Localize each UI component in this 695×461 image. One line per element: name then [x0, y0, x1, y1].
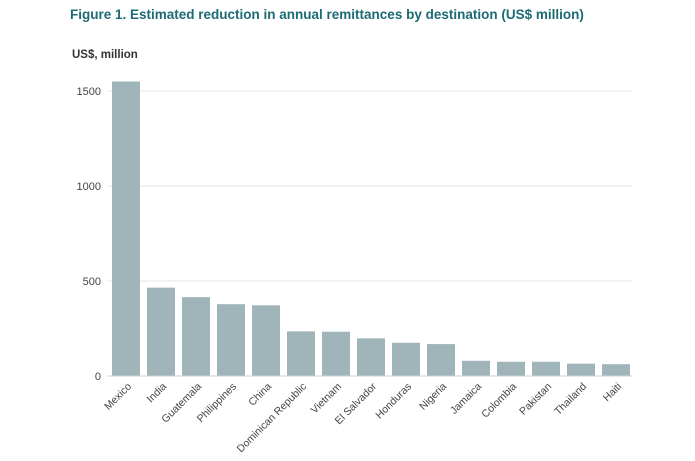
bar-mexico — [112, 81, 140, 376]
bar-thailand — [567, 363, 595, 376]
x-tick-label-china: China — [246, 381, 274, 409]
bar-vietnam — [322, 331, 350, 376]
x-tick-label-india: India — [145, 381, 170, 406]
bar-india — [147, 287, 175, 376]
bar-colombia — [497, 361, 525, 376]
grid-layer — [107, 90, 632, 282]
bar-pakistan — [532, 361, 560, 376]
x-tick-label-pakistan: Pakistan — [517, 381, 554, 418]
bar-haiti — [602, 364, 630, 376]
bar-guatemala — [182, 297, 210, 376]
bar-nigeria — [427, 344, 455, 376]
x-tick-label-vietnam: Vietnam — [309, 380, 345, 416]
chart-title: Figure 1. Estimated reduction in annual … — [70, 7, 584, 22]
x-tick-label-dominican-republic: Dominican Republic — [235, 381, 310, 456]
bar-philippines — [217, 304, 245, 376]
x-tick-label-mexico: Mexico — [102, 381, 134, 413]
bar-jamaica — [462, 360, 490, 376]
y-axis-label: US$, million — [72, 49, 138, 61]
bar-layer — [112, 81, 630, 376]
bar-el-salvador — [357, 338, 385, 376]
bar-honduras — [392, 342, 420, 376]
y-tick-layer: 0 500 1000 1500 — [77, 86, 101, 383]
x-tick-label-honduras: Honduras — [373, 381, 414, 422]
bar-dominican-republic — [287, 331, 315, 376]
x-tick-label-thailand: Thailand — [552, 381, 589, 418]
x-tick-label-nigeria: Nigeria — [417, 381, 449, 413]
x-tick-label-colombia: Colombia — [479, 381, 519, 421]
y-tick-label-1000: 1000 — [77, 181, 101, 193]
x-tick-label-haiti: Haiti — [601, 381, 624, 404]
y-tick-label-500: 500 — [83, 276, 101, 288]
y-tick-label-1500: 1500 — [77, 86, 101, 98]
y-tick-label-0: 0 — [95, 371, 101, 383]
bar-china — [252, 305, 280, 376]
